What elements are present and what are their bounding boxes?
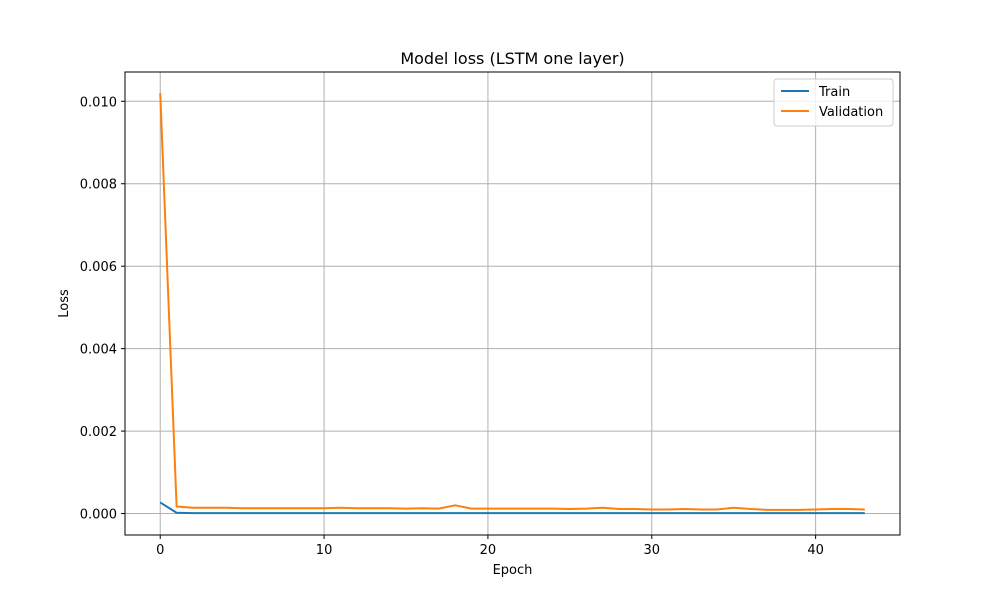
series-line-train [159,501,865,515]
plot-frame [124,71,901,536]
x-tick-label: 0 [156,543,164,558]
y-tick-label: 0.008 [80,178,117,193]
x-axis-ticks: 0 10 20 30 40 [156,535,824,558]
x-tick-label: 20 [480,543,497,558]
grid [125,72,900,535]
series-lines [159,92,865,515]
y-tick-label: 0.002 [80,425,117,440]
series-line-validation [159,92,865,511]
y-tick-label: 0.000 [80,508,117,523]
legend-label-validation: Validation [819,105,883,120]
x-tick-label: 10 [316,543,333,558]
legend: Train Validation [773,78,894,127]
x-tick-label: 30 [643,543,660,558]
x-tick-label: 40 [807,543,824,558]
x-axis-label: Epoch [493,563,533,578]
chart-title: Model loss (LSTM one layer) [400,49,624,68]
y-tick-label: 0.010 [80,95,117,110]
y-axis-ticks: 0.000 0.002 0.004 0.006 0.008 0.010 [80,95,125,523]
y-tick-label: 0.006 [80,260,117,275]
y-tick-label: 0.004 [80,343,117,358]
y-axis-label: Loss [57,289,72,318]
legend-label-train: Train [818,85,850,100]
